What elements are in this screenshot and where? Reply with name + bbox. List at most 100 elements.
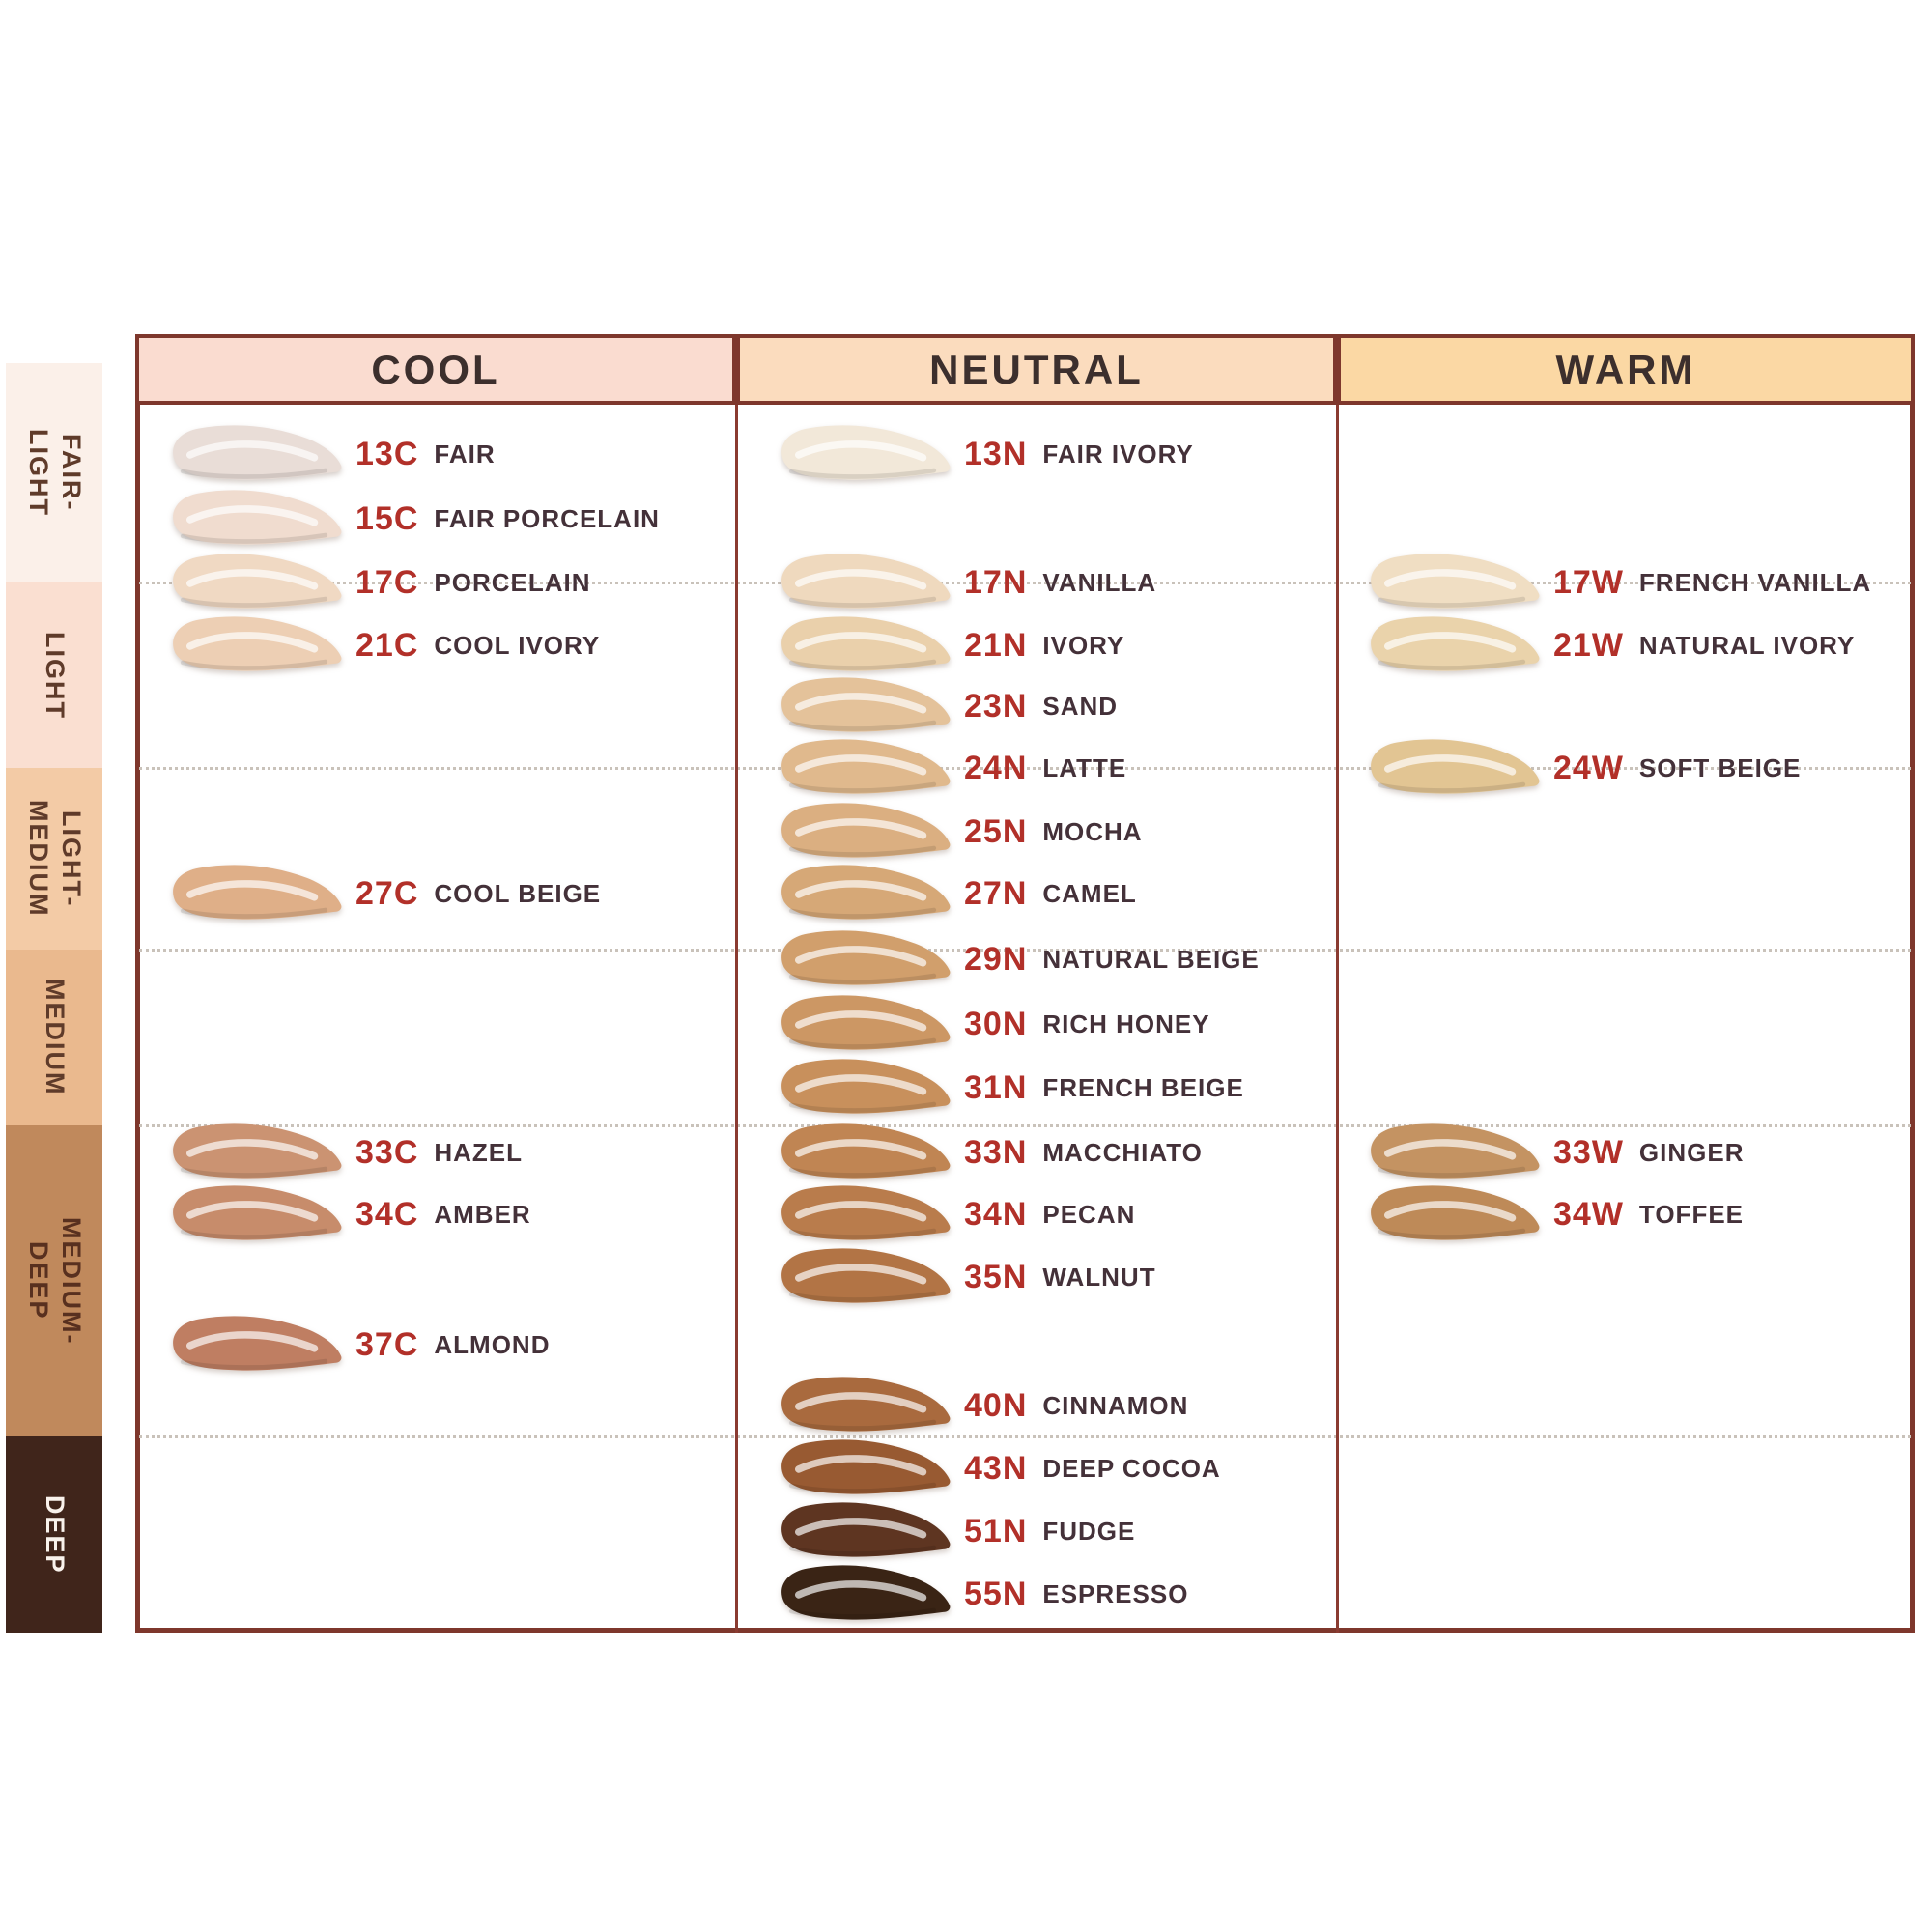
shade-row-17w: 17W FRENCH VANILLA [1360, 548, 1871, 617]
shade-name: FRENCH VANILLA [1638, 567, 1872, 597]
shade-row-17c: 17C PORCELAIN [162, 548, 591, 617]
shade-code: 43N [964, 1449, 1028, 1487]
swatch-smear [781, 1502, 951, 1557]
swatch-smear [781, 803, 951, 858]
shade-row-34w: 34W TOFFEE [1360, 1179, 1744, 1249]
sidebar-section-label: MEDIUM- DEEP [24, 1216, 86, 1346]
swatch-smear [781, 930, 951, 985]
shade-name: IVORY [1042, 630, 1125, 660]
shade-code: 21N [964, 626, 1028, 664]
depth-boundary-dotted-line [139, 1124, 1911, 1127]
shade-name: HAZEL [434, 1137, 524, 1167]
shade-name: NATURAL BEIGE [1042, 944, 1260, 974]
swatch-smear [173, 1316, 342, 1371]
shade-name: PORCELAIN [434, 567, 591, 597]
shade-name: PECAN [1042, 1199, 1136, 1229]
shade-row-31n: 31N FRENCH BEIGE [771, 1053, 1244, 1122]
swatch-smear [173, 865, 342, 920]
shade-code: 17C [355, 563, 419, 601]
swatch-smear [173, 1123, 342, 1179]
shade-name: SOFT BEIGE [1638, 753, 1802, 782]
swatch-smear [781, 1185, 951, 1240]
shade-name: VANILLA [1042, 567, 1157, 597]
shade-row-34c: 34C AMBER [162, 1179, 531, 1249]
shade-code: 17N [964, 563, 1028, 601]
shade-name: SAND [1042, 691, 1119, 721]
shade-row-37c: 37C ALMOND [162, 1310, 550, 1379]
shade-code: 34N [964, 1195, 1028, 1233]
shade-name: MACCHIATO [1042, 1137, 1203, 1167]
shade-name: WALNUT [1042, 1262, 1156, 1292]
swatch-smear [173, 616, 342, 671]
shade-name: COOL IVORY [434, 630, 601, 660]
shade-row-23n: 23N SAND [771, 671, 1118, 741]
shade-name: CAMEL [1042, 878, 1137, 908]
shade-code: 25N [964, 812, 1028, 850]
shade-code: 33N [964, 1133, 1028, 1171]
shade-code: 21W [1553, 626, 1624, 664]
shade-name: COOL BEIGE [434, 878, 602, 908]
column-divider-line [1336, 334, 1339, 1633]
column-header-label: NEUTRAL [929, 346, 1144, 392]
sidebar-section-light-medium: LIGHT- MEDIUM [6, 768, 102, 950]
shade-row-24n: 24N LATTE [771, 733, 1126, 803]
sidebar-section-medium-deep: MEDIUM- DEEP [6, 1125, 102, 1436]
shade-row-35n: 35N WALNUT [771, 1242, 1156, 1312]
swatch-smear [781, 1248, 951, 1303]
shade-name: AMBER [434, 1199, 531, 1229]
shade-code: 33W [1553, 1133, 1624, 1171]
shade-code: 15C [355, 499, 419, 537]
swatch-smear [173, 425, 342, 480]
shade-row-17n: 17N VANILLA [771, 548, 1156, 617]
shade-row-21c: 21C COOL IVORY [162, 611, 600, 680]
sidebar-section-label: LIGHT- MEDIUM [24, 800, 86, 918]
swatch-smear [1371, 616, 1540, 671]
shade-code: 30N [964, 1005, 1028, 1042]
column-header-warm: WARM [1337, 334, 1915, 405]
shade-code: 37C [355, 1325, 419, 1363]
swatch-smear [781, 739, 951, 794]
shade-name: CINNAMON [1042, 1390, 1189, 1420]
shade-row-33n: 33N MACCHIATO [771, 1118, 1203, 1187]
shade-row-27n: 27N CAMEL [771, 859, 1137, 928]
depth-boundary-dotted-line [139, 949, 1911, 952]
sidebar-section-light: LIGHT [6, 582, 102, 768]
shade-row-13c: 13C FAIR [162, 419, 496, 489]
swatch-smear [173, 554, 342, 609]
shade-name: FAIR IVORY [1042, 439, 1194, 469]
sidebar-section-medium: MEDIUM [6, 950, 102, 1125]
shade-name: ALMOND [434, 1329, 551, 1359]
swatch-smear [781, 1123, 951, 1179]
shade-code: 35N [964, 1258, 1028, 1295]
shade-code: 13N [964, 435, 1028, 472]
shade-code: 51N [964, 1512, 1028, 1549]
swatch-smear [781, 425, 951, 480]
shade-name: DEEP COCOA [1042, 1453, 1221, 1483]
swatch-smear [1371, 1123, 1540, 1179]
swatch-smear [1371, 739, 1540, 794]
shade-name: RICH HONEY [1042, 1009, 1210, 1038]
swatch-smear [1371, 554, 1540, 609]
shade-row-51n: 51N FUDGE [771, 1496, 1135, 1566]
shade-row-55n: 55N ESPRESSO [771, 1559, 1188, 1629]
shade-code: 23N [964, 687, 1028, 724]
shade-row-24w: 24W SOFT BEIGE [1360, 733, 1801, 803]
swatch-smear [781, 865, 951, 920]
column-header-label: WARM [1555, 346, 1696, 392]
swatch-smear [781, 1439, 951, 1494]
shade-name: LATTE [1042, 753, 1127, 782]
shade-code: 34C [355, 1195, 419, 1233]
sidebar-section-label: LIGHT [40, 631, 70, 720]
shade-code: 40N [964, 1386, 1028, 1424]
shade-row-33c: 33C HAZEL [162, 1118, 523, 1187]
shade-name: NATURAL IVORY [1638, 630, 1856, 660]
shade-row-30n: 30N RICH HONEY [771, 989, 1210, 1059]
shade-row-29n: 29N NATURAL BEIGE [771, 924, 1260, 994]
shade-name: MOCHA [1042, 816, 1143, 846]
swatch-smear [781, 1059, 951, 1114]
swatch-smear [781, 616, 951, 671]
swatch-smear [781, 677, 951, 732]
column-divider-line [735, 334, 738, 1633]
column-header-label: COOL [371, 346, 500, 392]
shade-code: 21C [355, 626, 419, 664]
